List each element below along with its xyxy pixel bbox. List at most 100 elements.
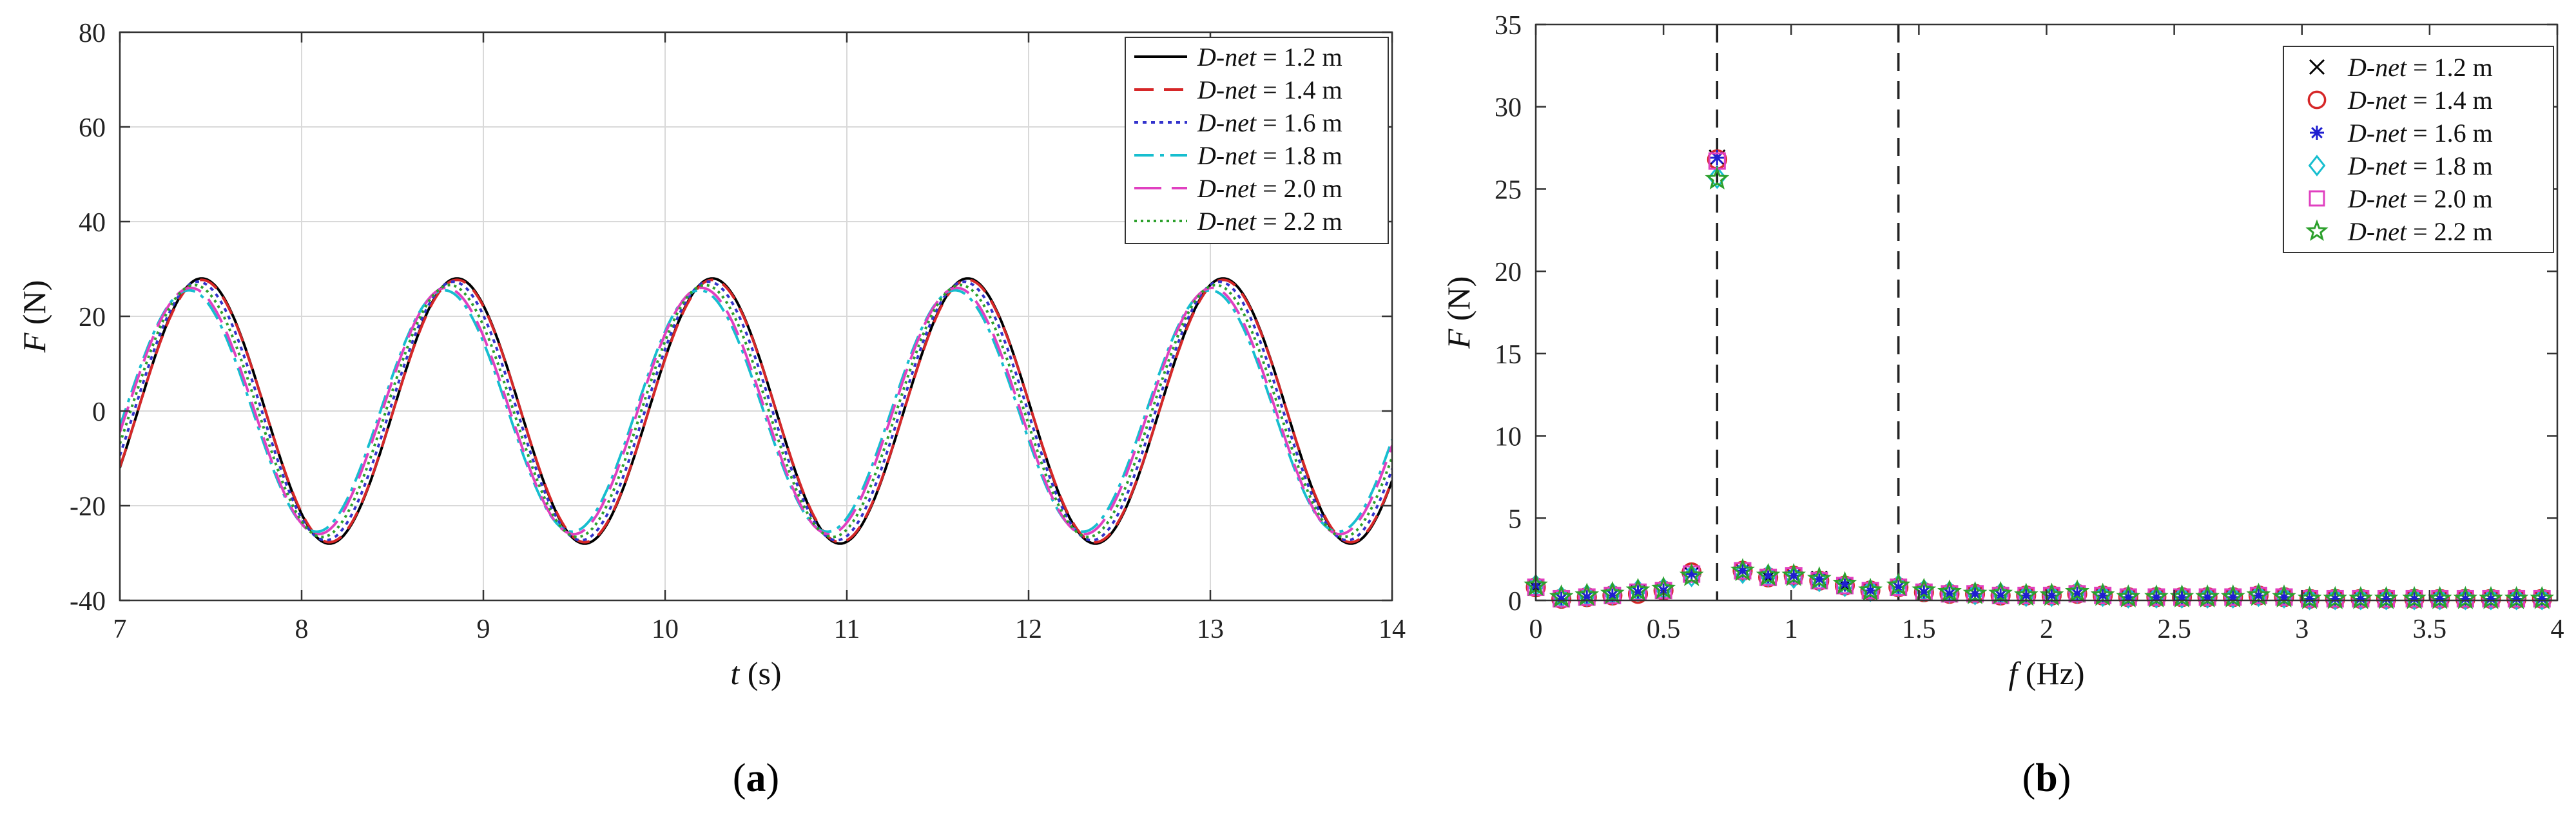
legend-entry-b-3: D-net = 1.6 m bbox=[2347, 119, 2493, 148]
y-tick-label-a: -40 bbox=[70, 587, 106, 617]
data-point bbox=[1806, 566, 1832, 589]
data-point bbox=[1578, 588, 1596, 606]
y-tick-label-a: 40 bbox=[79, 208, 106, 238]
data-point bbox=[1730, 558, 1755, 582]
legend-entry-a-4: D-net = 1.8 m bbox=[1197, 141, 1342, 170]
x-tick-label-a: 7 bbox=[113, 615, 127, 644]
x-tick-label-b: 3.5 bbox=[2413, 615, 2447, 644]
legend-entry-a-6: D-net = 2.2 m bbox=[1197, 207, 1342, 236]
x-tick-label-a: 8 bbox=[295, 615, 309, 644]
data-point bbox=[2479, 586, 2503, 609]
series-line-a-2 bbox=[120, 278, 1392, 544]
data-point bbox=[1759, 568, 1777, 586]
data-point bbox=[1705, 166, 1730, 190]
data-point bbox=[2116, 584, 2141, 607]
legend-entry-b-4: D-net = 1.8 m bbox=[2347, 151, 2493, 180]
data-point bbox=[1707, 166, 1727, 189]
data-point bbox=[1941, 585, 1959, 603]
legend-entry-a-3: D-net = 1.6 m bbox=[1197, 108, 1342, 137]
data-point bbox=[2530, 586, 2555, 609]
data-point bbox=[2504, 586, 2529, 609]
legend-entry-b-6: D-net = 2.2 m bbox=[2347, 217, 2493, 246]
series-lines-a bbox=[120, 277, 1392, 545]
y-tick-label-a: 80 bbox=[79, 19, 106, 48]
data-point bbox=[2453, 586, 2478, 609]
y-tick-label-a: 60 bbox=[79, 113, 106, 143]
data-point bbox=[1991, 586, 2009, 604]
y-tick-label-b: 0 bbox=[1508, 587, 1522, 617]
data-point bbox=[1810, 571, 1828, 589]
legend-box-a bbox=[1125, 37, 1389, 244]
x-tick-label-b: 1.5 bbox=[1902, 615, 1936, 644]
y-tick-label-a: -20 bbox=[70, 492, 106, 522]
data-point bbox=[2068, 585, 2086, 603]
x-tick-label-a: 11 bbox=[834, 615, 860, 644]
data-point bbox=[1835, 577, 1854, 595]
x-tick-label-a: 13 bbox=[1197, 615, 1224, 644]
data-point bbox=[1733, 560, 1752, 584]
data-point bbox=[2402, 586, 2426, 609]
chart-a: 7 8 9 10 11 12 13 14 -40 -20 0 20 40 60 80 t (s) F (N) D-… bbox=[16, 19, 1406, 800]
data-point bbox=[1890, 579, 1908, 597]
data-point bbox=[2323, 586, 2348, 609]
data-point bbox=[1835, 574, 1854, 598]
legend-marker-b-3 bbox=[2310, 126, 2324, 140]
y-tick-label-b: 30 bbox=[1495, 93, 1522, 123]
series-line-a-5 bbox=[120, 286, 1392, 536]
y-tick-label-b: 35 bbox=[1495, 11, 1522, 41]
data-point bbox=[1549, 584, 1574, 607]
y-tick-label-b: 10 bbox=[1495, 423, 1522, 452]
data-point bbox=[2144, 584, 2169, 607]
legend-entry-a-1: D-net = 1.2 m bbox=[1197, 43, 1342, 72]
x-tick-label-b: 4 bbox=[2551, 615, 2564, 644]
data-point bbox=[1709, 149, 1725, 166]
data-point bbox=[1937, 579, 1962, 603]
legend-marker-b-6 bbox=[2305, 219, 2329, 242]
data-point bbox=[1810, 569, 1829, 593]
data-point bbox=[1962, 580, 1988, 604]
legend-a: D-net = 1.2 m D-net = 1.4 m D-net = 1.6 m D… bbox=[1125, 37, 1389, 244]
legend-entry-b-2: D-net = 1.4 m bbox=[2347, 86, 2493, 115]
y-tick-label-b: 25 bbox=[1495, 175, 1522, 205]
x-tick-label-b: 0 bbox=[1529, 615, 1543, 644]
data-point bbox=[2220, 584, 2245, 607]
data-point bbox=[2272, 584, 2296, 607]
data-point bbox=[2348, 586, 2373, 609]
legend-marker-b-1 bbox=[2309, 59, 2325, 75]
data-point bbox=[2065, 579, 2089, 603]
x-tick-label-a: 10 bbox=[652, 615, 679, 644]
data-point bbox=[1858, 577, 1883, 601]
y-tick-label-b: 15 bbox=[1495, 340, 1522, 370]
x-tick-label-a: 12 bbox=[1015, 615, 1042, 644]
data-point bbox=[1603, 586, 1622, 604]
panel-label-b: (b) bbox=[2022, 756, 2071, 800]
y-tick-label-a: 20 bbox=[79, 303, 106, 332]
data-point bbox=[1988, 580, 2013, 604]
legend-marker-b-2 bbox=[2307, 90, 2327, 110]
series-line-a-6 bbox=[120, 283, 1392, 539]
data-point bbox=[1553, 589, 1571, 607]
data-point bbox=[1600, 580, 1625, 604]
legend-entry-a-2: D-net = 1.4 m bbox=[1197, 75, 1342, 104]
x-tick-label-b: 0.5 bbox=[1647, 615, 1681, 644]
legend-b: D-net = 1.2 m D-net = 1.4 m D-net = 1.6 m D… bbox=[2283, 46, 2554, 253]
data-point bbox=[1756, 562, 1781, 586]
legend-entry-a-5: D-net = 2.0 m bbox=[1197, 174, 1342, 203]
data-point bbox=[1886, 573, 1911, 597]
x-tick-label-a: 14 bbox=[1379, 615, 1406, 644]
x-tick-label-b: 3 bbox=[2295, 615, 2309, 644]
data-point bbox=[1679, 562, 1704, 586]
x-axis-label-a: t (s) bbox=[730, 655, 781, 691]
y-tick-label-b: 20 bbox=[1495, 258, 1522, 287]
data-point bbox=[1912, 577, 1937, 601]
y-axis-label-b: F (N) bbox=[1440, 276, 1477, 349]
panel-label-a: (a) bbox=[733, 756, 779, 800]
legend-entry-b-5: D-net = 2.0 m bbox=[2347, 184, 2493, 213]
chart-b: 0 0.5 1 1.5 2 2.5 3 3.5 4 0 5 10 15 20 25 30 35 f (Hz) F (… bbox=[1440, 11, 2564, 800]
x-tick-label-a: 9 bbox=[477, 615, 490, 644]
legend-entry-b-1: D-net = 1.2 m bbox=[2347, 53, 2493, 82]
x-tick-label-b: 1 bbox=[1785, 615, 1798, 644]
legend-marker-b-5 bbox=[2309, 190, 2325, 207]
data-point bbox=[1832, 571, 1857, 595]
